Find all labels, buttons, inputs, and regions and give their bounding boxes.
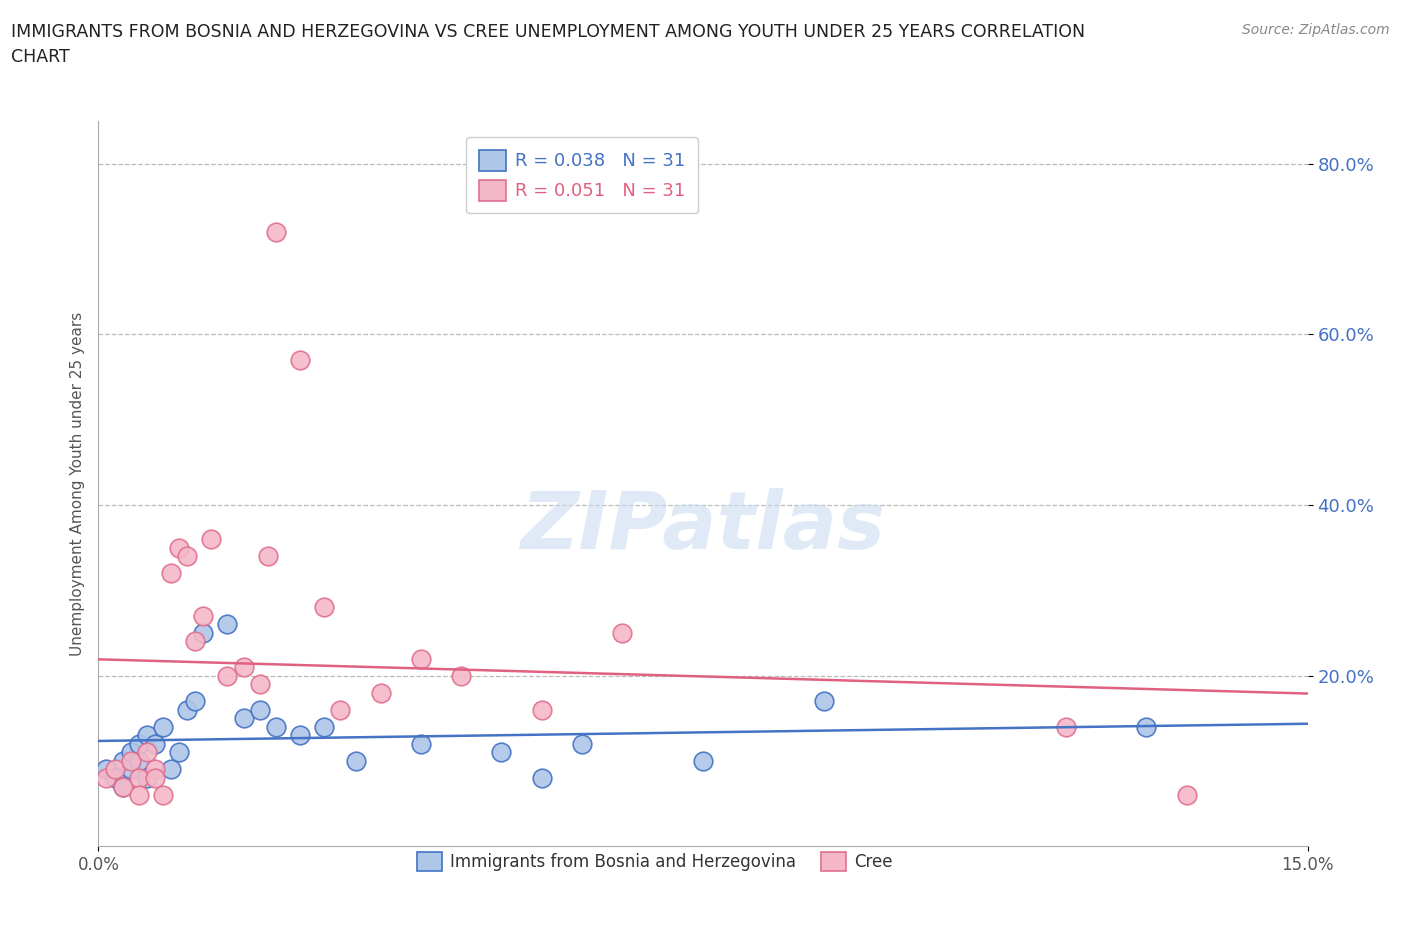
Point	[152, 788, 174, 803]
Point	[176, 702, 198, 717]
Point	[288, 728, 311, 743]
Point	[128, 788, 150, 803]
Point	[530, 771, 553, 786]
Point	[160, 762, 183, 777]
Point	[103, 762, 125, 777]
Y-axis label: Unemployment Among Youth under 25 years: Unemployment Among Youth under 25 years	[69, 312, 84, 656]
Point	[813, 694, 835, 709]
Point	[1175, 788, 1198, 803]
Point	[571, 737, 593, 751]
Point	[176, 549, 198, 564]
Point	[344, 753, 367, 768]
Point	[128, 737, 150, 751]
Point	[152, 720, 174, 735]
Point	[409, 651, 432, 666]
Point	[370, 685, 392, 700]
Point	[120, 745, 142, 760]
Point	[135, 745, 157, 760]
Point	[96, 771, 118, 786]
Point	[120, 762, 142, 777]
Point	[329, 702, 352, 717]
Point	[135, 728, 157, 743]
Point	[612, 626, 634, 641]
Point	[135, 771, 157, 786]
Point	[1054, 720, 1077, 735]
Point	[128, 771, 150, 786]
Point	[264, 224, 287, 239]
Point	[111, 753, 134, 768]
Point	[184, 634, 207, 649]
Point	[217, 617, 239, 631]
Point	[143, 771, 166, 786]
Point	[167, 745, 190, 760]
Point	[314, 600, 336, 615]
Point	[491, 745, 513, 760]
Point	[120, 753, 142, 768]
Point	[217, 668, 239, 683]
Point	[103, 771, 125, 786]
Point	[193, 626, 215, 641]
Point	[232, 659, 254, 674]
Point	[256, 549, 278, 564]
Point	[160, 565, 183, 580]
Point	[249, 702, 271, 717]
Point	[314, 720, 336, 735]
Text: Source: ZipAtlas.com: Source: ZipAtlas.com	[1241, 23, 1389, 37]
Point	[450, 668, 472, 683]
Point	[111, 779, 134, 794]
Point	[692, 753, 714, 768]
Point	[249, 677, 271, 692]
Legend: Immigrants from Bosnia and Herzegovina, Cree: Immigrants from Bosnia and Herzegovina, …	[411, 845, 900, 878]
Point	[111, 779, 134, 794]
Point	[530, 702, 553, 717]
Point	[184, 694, 207, 709]
Point	[409, 737, 432, 751]
Point	[128, 753, 150, 768]
Point	[288, 352, 311, 367]
Point	[143, 762, 166, 777]
Point	[1135, 720, 1157, 735]
Text: ZIPatlas: ZIPatlas	[520, 488, 886, 566]
Text: IMMIGRANTS FROM BOSNIA AND HERZEGOVINA VS CREE UNEMPLOYMENT AMONG YOUTH UNDER 25: IMMIGRANTS FROM BOSNIA AND HERZEGOVINA V…	[11, 23, 1085, 66]
Point	[232, 711, 254, 725]
Point	[96, 762, 118, 777]
Point	[143, 737, 166, 751]
Point	[193, 608, 215, 623]
Point	[167, 540, 190, 555]
Point	[264, 720, 287, 735]
Point	[200, 532, 222, 547]
